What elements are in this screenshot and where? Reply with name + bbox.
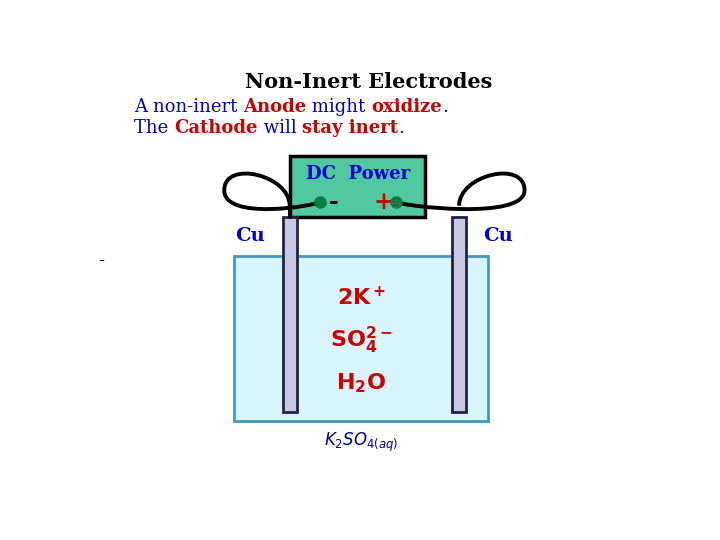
Text: -: -	[329, 190, 338, 214]
Text: A: A	[134, 98, 153, 116]
Text: The: The	[134, 119, 174, 137]
Text: non-inert: non-inert	[153, 98, 243, 116]
Bar	[452, 217, 466, 412]
Text: $\mathbf{2K^+}$: $\mathbf{2K^+}$	[337, 286, 386, 310]
Text: Cu: Cu	[484, 227, 513, 245]
Text: might: might	[306, 98, 372, 116]
Text: $K_2SO_{4(aq)}$: $K_2SO_{4(aq)}$	[324, 431, 398, 455]
Text: stay inert: stay inert	[302, 119, 398, 137]
Text: -: -	[98, 252, 104, 270]
Text: Cu: Cu	[235, 227, 265, 245]
Text: $\mathbf{SO_4^{2-}}$: $\mathbf{SO_4^{2-}}$	[330, 325, 392, 356]
Text: DC  Power: DC Power	[306, 165, 410, 183]
Text: .: .	[442, 98, 448, 116]
Bar	[283, 217, 297, 412]
Text: Cathode: Cathode	[174, 119, 258, 137]
Bar	[234, 256, 488, 421]
Text: +: +	[374, 190, 394, 214]
Text: Non-Inert Electrodes: Non-Inert Electrodes	[246, 72, 492, 92]
Text: .: .	[398, 119, 404, 137]
Text: oxidize: oxidize	[372, 98, 442, 116]
Text: $\mathbf{H_2O}$: $\mathbf{H_2O}$	[336, 371, 387, 395]
Text: Anode: Anode	[243, 98, 306, 116]
Text: will: will	[258, 119, 302, 137]
Bar	[290, 156, 426, 217]
